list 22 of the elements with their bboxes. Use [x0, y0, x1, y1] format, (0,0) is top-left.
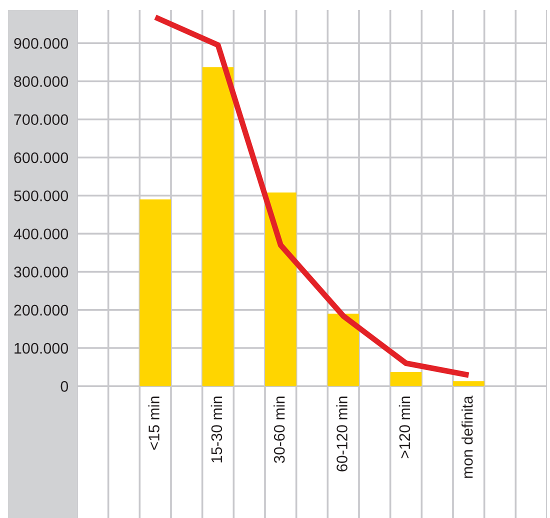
y-tick-label: 600.000: [14, 152, 68, 164]
bar: [453, 381, 484, 386]
y-tick-label: 400.000: [14, 228, 68, 240]
y-tick-label: 300.000: [14, 266, 68, 278]
y-tick-label: 500.000: [14, 190, 68, 202]
x-tick-label: 30-60 min: [274, 396, 285, 464]
bar: [328, 314, 359, 386]
bar: [265, 192, 296, 386]
bar: [140, 199, 171, 386]
y-tick-label: 200.000: [14, 304, 68, 316]
y-tick-label: 0: [60, 381, 68, 392]
x-tick-label: <15 min: [148, 396, 160, 450]
y-tick-label: 700.000: [14, 114, 68, 126]
x-tick-label: mon definita: [462, 396, 473, 478]
bar: [390, 372, 422, 386]
x-tick-label: 15-30 min: [210, 396, 222, 462]
x-tick-label: >120 min: [398, 396, 410, 458]
x-tick-label: 60-120 min: [336, 396, 348, 472]
y-tick-label: 900.000: [14, 38, 68, 49]
y-tick-label: 800.000: [14, 76, 68, 87]
bar: [202, 67, 234, 386]
y-tick-label: 100.000: [14, 342, 68, 354]
